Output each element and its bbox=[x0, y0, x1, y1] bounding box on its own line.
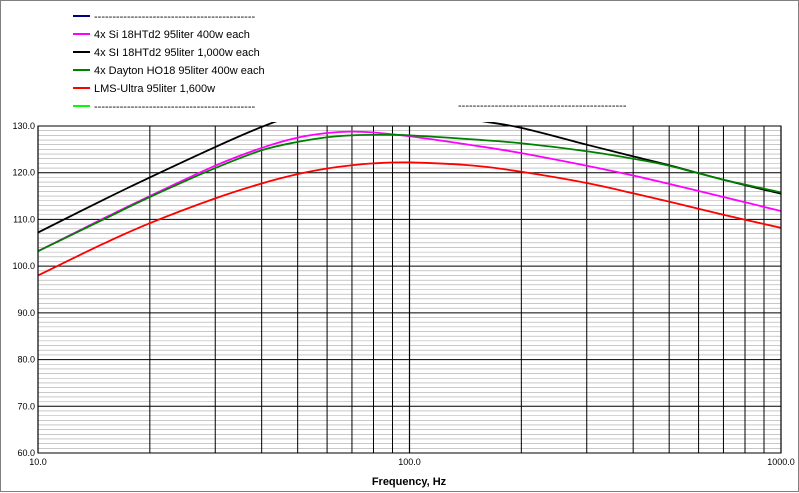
plot-area-border bbox=[37, 125, 782, 454]
x-axis-title: Frequency, Hz bbox=[372, 476, 447, 488]
series-line bbox=[38, 161, 781, 277]
legend-label: ----------------------------------------… bbox=[94, 11, 256, 23]
series-line bbox=[38, 130, 781, 252]
y-tick-label: 120.0 bbox=[12, 168, 35, 178]
x-tick-label: 10.0 bbox=[29, 457, 47, 467]
series-line bbox=[38, 133, 781, 252]
legend: ----------------------------------------… bbox=[73, 11, 265, 113]
y-tick-label: 110.0 bbox=[13, 214, 35, 224]
legend-label: LMS-Ultra 95liter 1,600w bbox=[94, 83, 215, 95]
x-tick-label: 100.0 bbox=[398, 457, 421, 467]
y-tick-label: 60.0 bbox=[17, 448, 35, 458]
series-line bbox=[38, 122, 781, 234]
x-tick-label: 1000.0 bbox=[767, 457, 795, 467]
y-tick-label: 100.0 bbox=[12, 261, 35, 271]
legend-label: 4x Si 18HTd2 95liter 400w each bbox=[94, 29, 250, 41]
legend-label: ----------------------------------------… bbox=[94, 101, 256, 113]
y-tick-label: 130.0 bbox=[12, 121, 35, 131]
series-lines bbox=[38, 122, 781, 277]
legend-label: 4x SI 18HTd2 95liter 1,000w each bbox=[94, 47, 260, 59]
x-tick-labels: 10.0 100.0 1000.0 bbox=[29, 457, 795, 467]
y-tick-label: 70.0 bbox=[17, 401, 35, 411]
y-tick-label: 80.0 bbox=[17, 355, 35, 365]
dashed-annotation: ----------------------------------------… bbox=[458, 100, 627, 112]
grid bbox=[37, 125, 782, 454]
legend-label: 4x Dayton HO18 95liter 400w each bbox=[94, 65, 265, 77]
plot-border bbox=[37, 125, 782, 454]
y-tick-labels: 130.0 120.0 110.0 100.0 90.0 80.0 70.0 60.0 bbox=[12, 121, 35, 458]
y-tick-label: 90.0 bbox=[17, 308, 35, 318]
annotation-layer: ----------------------------------------… bbox=[458, 100, 627, 112]
